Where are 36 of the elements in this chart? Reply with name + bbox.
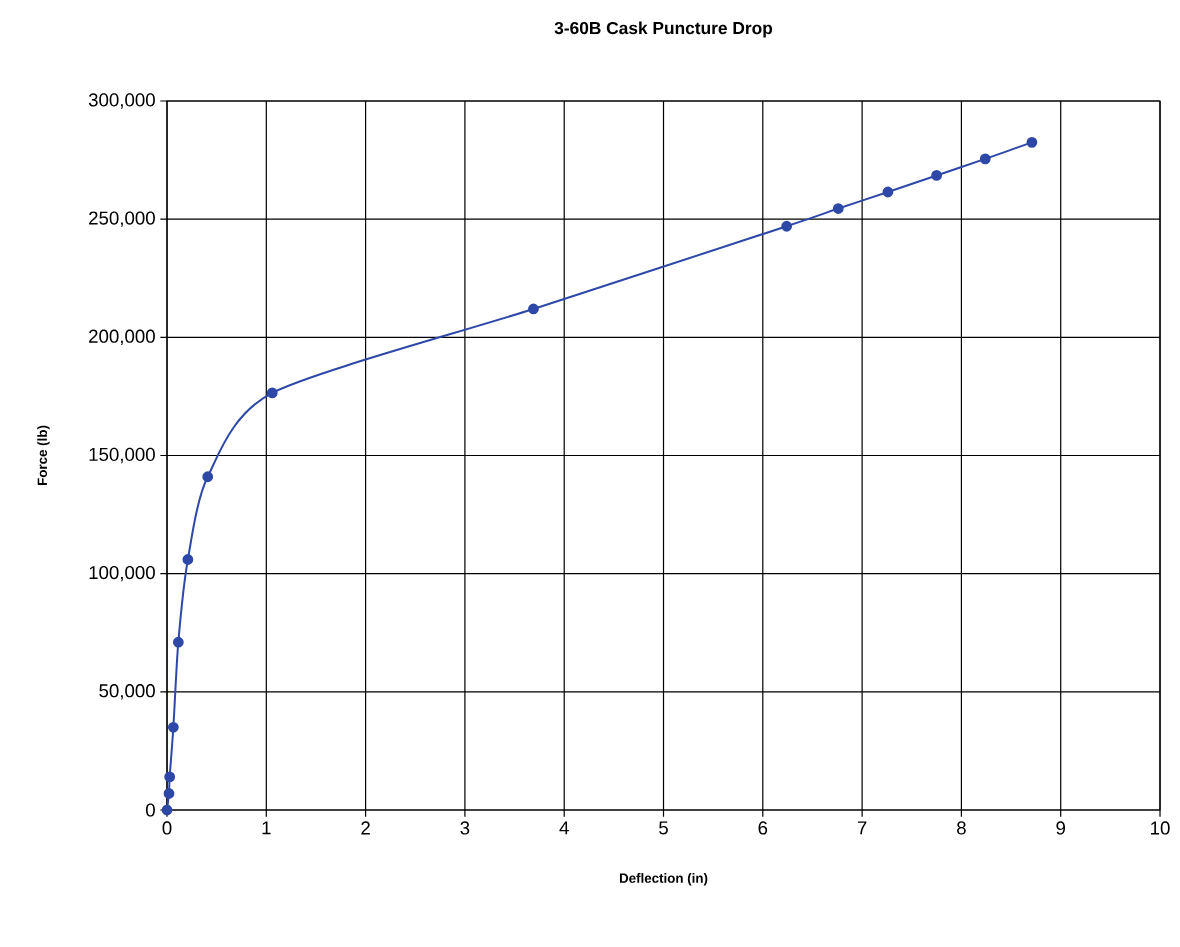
x-tick-label: 9 <box>1056 821 1066 835</box>
point <box>202 471 214 483</box>
y-tick-label: 200,000 <box>89 329 155 346</box>
point <box>931 170 942 181</box>
point <box>528 303 539 315</box>
point <box>1026 136 1038 148</box>
x-tick-label: 6 <box>758 821 768 835</box>
y-axis-title: Force (lb) <box>37 425 50 485</box>
point <box>161 804 173 816</box>
y-tick-label: 50,000 <box>99 684 155 700</box>
x-tick-label: 0 <box>162 821 172 835</box>
point <box>182 554 194 565</box>
x-tick-label: 8 <box>957 821 966 835</box>
y-tick-label: 250,000 <box>89 211 155 227</box>
x-tick-label: 3 <box>460 821 470 835</box>
chart-title: 3-60B Cask Puncture Drop <box>554 21 773 38</box>
x-tick-label: 5 <box>659 821 668 835</box>
y-tick-label: 300,000 <box>88 93 155 109</box>
point <box>266 387 278 399</box>
y-tick-label: 0 <box>145 803 155 817</box>
x-tick-label: 10 <box>1151 821 1170 835</box>
point <box>163 788 175 799</box>
x-tick-label: 7 <box>857 821 867 835</box>
x-axis-title: Deflection (in) <box>619 873 708 886</box>
point <box>882 186 894 198</box>
x-tick-label: 1 <box>262 821 271 835</box>
y-tick-label: 150,000 <box>89 447 155 464</box>
x-tick-label: 2 <box>361 821 370 835</box>
point <box>172 636 184 648</box>
point <box>979 153 991 165</box>
point <box>167 721 179 733</box>
y-tick-label: 100,000 <box>89 565 155 582</box>
point <box>781 220 793 232</box>
x-tick-label: 4 <box>559 821 569 835</box>
point <box>164 771 176 783</box>
point <box>832 203 844 214</box>
